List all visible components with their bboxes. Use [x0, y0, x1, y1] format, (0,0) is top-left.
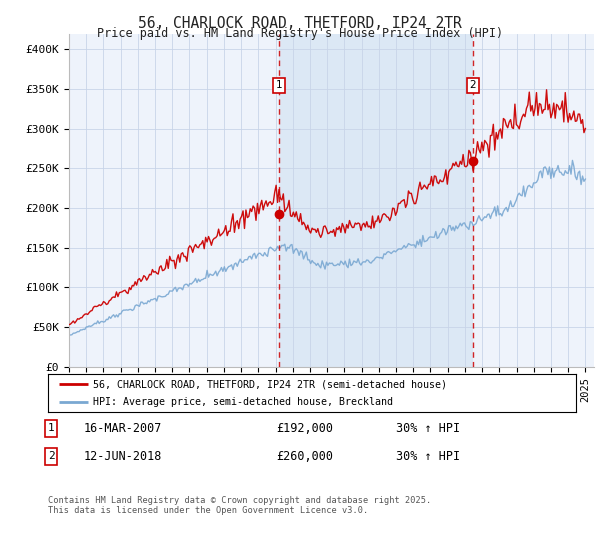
Text: 2: 2: [47, 451, 55, 461]
Bar: [279, 34, 473, 367]
Text: 30% ↑ HPI: 30% ↑ HPI: [396, 450, 460, 463]
Text: 56, CHARLOCK ROAD, THETFORD, IP24 2TR (semi-detached house): 56, CHARLOCK ROAD, THETFORD, IP24 2TR (s…: [93, 379, 447, 389]
Text: HPI: Average price, semi-detached house, Breckland: HPI: Average price, semi-detached house,…: [93, 396, 393, 407]
Text: 12-JUN-2018: 12-JUN-2018: [84, 450, 163, 463]
Text: 56, CHARLOCK ROAD, THETFORD, IP24 2TR: 56, CHARLOCK ROAD, THETFORD, IP24 2TR: [138, 16, 462, 31]
Text: 2: 2: [469, 80, 476, 90]
Text: Price paid vs. HM Land Registry's House Price Index (HPI): Price paid vs. HM Land Registry's House …: [97, 27, 503, 40]
Text: 16-MAR-2007: 16-MAR-2007: [84, 422, 163, 435]
Text: Contains HM Land Registry data © Crown copyright and database right 2025.
This d: Contains HM Land Registry data © Crown c…: [48, 496, 431, 515]
Text: 30% ↑ HPI: 30% ↑ HPI: [396, 422, 460, 435]
Text: 1: 1: [47, 423, 55, 433]
Text: 1: 1: [275, 80, 283, 90]
Text: £260,000: £260,000: [276, 450, 333, 463]
Text: £192,000: £192,000: [276, 422, 333, 435]
